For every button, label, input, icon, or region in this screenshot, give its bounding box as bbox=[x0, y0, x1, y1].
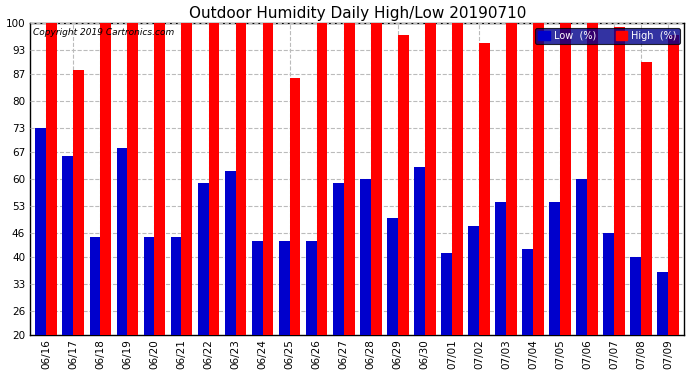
Bar bbox=[371, 23, 382, 335]
Bar bbox=[441, 253, 452, 335]
Bar bbox=[344, 23, 355, 335]
Bar bbox=[468, 226, 479, 335]
Bar bbox=[333, 183, 344, 335]
Bar bbox=[170, 237, 181, 335]
Bar bbox=[263, 23, 273, 335]
Bar bbox=[614, 27, 625, 335]
Bar bbox=[576, 179, 587, 335]
Bar bbox=[181, 23, 193, 335]
Bar bbox=[398, 35, 408, 335]
Bar bbox=[63, 156, 73, 335]
Bar bbox=[658, 272, 668, 335]
Bar bbox=[317, 23, 328, 335]
Bar bbox=[117, 148, 128, 335]
Bar bbox=[479, 43, 490, 335]
Bar bbox=[522, 249, 533, 335]
Bar bbox=[668, 35, 679, 335]
Bar bbox=[452, 23, 463, 335]
Bar bbox=[279, 241, 290, 335]
Bar bbox=[414, 167, 425, 335]
Bar bbox=[631, 257, 641, 335]
Bar bbox=[506, 23, 517, 335]
Bar bbox=[235, 23, 246, 335]
Bar bbox=[73, 70, 84, 335]
Bar bbox=[100, 23, 111, 335]
Bar bbox=[306, 241, 317, 335]
Bar bbox=[225, 171, 235, 335]
Bar bbox=[560, 23, 571, 335]
Bar bbox=[425, 23, 435, 335]
Title: Outdoor Humidity Daily High/Low 20190710: Outdoor Humidity Daily High/Low 20190710 bbox=[188, 6, 526, 21]
Bar bbox=[198, 183, 208, 335]
Text: Copyright 2019 Cartronics.com: Copyright 2019 Cartronics.com bbox=[33, 28, 175, 37]
Bar bbox=[587, 23, 598, 335]
Bar bbox=[90, 237, 100, 335]
Bar bbox=[35, 128, 46, 335]
Bar bbox=[387, 218, 398, 335]
Bar bbox=[155, 23, 165, 335]
Bar bbox=[290, 78, 300, 335]
Bar bbox=[128, 23, 138, 335]
Bar bbox=[208, 23, 219, 335]
Bar bbox=[46, 23, 57, 335]
Bar bbox=[641, 62, 652, 335]
Bar bbox=[549, 202, 560, 335]
Bar bbox=[144, 237, 155, 335]
Bar bbox=[360, 179, 371, 335]
Bar bbox=[495, 202, 506, 335]
Bar bbox=[603, 234, 614, 335]
Legend: Low  (%), High  (%): Low (%), High (%) bbox=[535, 28, 680, 44]
Bar bbox=[533, 23, 544, 335]
Bar bbox=[252, 241, 263, 335]
